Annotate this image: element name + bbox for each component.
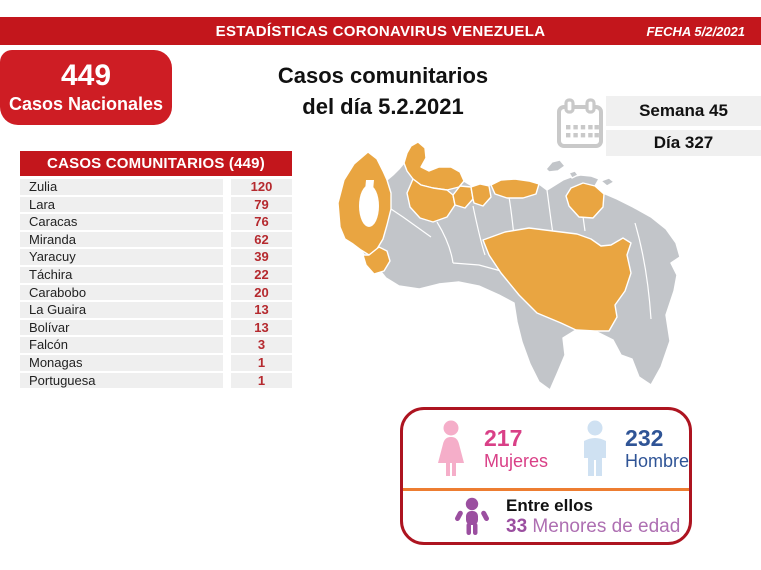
women-label: Mujeres	[484, 451, 549, 471]
state-name: Bolívar	[20, 319, 223, 336]
women-group: 217 Mujeres	[431, 420, 548, 478]
venezuela-map	[337, 141, 681, 391]
minors-label: Menores de edad	[532, 515, 681, 537]
table-row: Yaracuy 39	[20, 249, 292, 265]
page-title: Casos comunitarios del día 5.2.2021	[243, 60, 523, 122]
table-row: Miranda 62	[20, 231, 292, 248]
minors-intro: Entre ellos	[506, 495, 593, 515]
demographics-box: 217 Mujeres 232 Hombres	[400, 407, 692, 545]
state-value: 76	[231, 214, 292, 230]
day-box: Día 327	[606, 130, 761, 156]
banner-date: FECHA 5/2/2021	[646, 23, 745, 39]
map-state-monagas	[565, 182, 605, 219]
state-value: 13	[231, 319, 292, 336]
state-name: Caracas	[20, 214, 223, 230]
calendar-icon	[557, 98, 603, 148]
state-name: Táchira	[20, 266, 223, 283]
community-cases-table: CASOS COMUNITARIOS (449) Zulia 120 Lara 79…	[20, 151, 292, 390]
national-cases-value: 449	[60, 58, 112, 92]
map-state-lara	[406, 178, 456, 223]
state-value: 79	[231, 196, 292, 213]
state-value: 62	[231, 231, 292, 248]
table-row: Caracas 76	[20, 214, 292, 230]
state-name: La Guaira	[20, 302, 223, 318]
table-row: La Guaira 13	[20, 302, 292, 318]
map-island-margarita	[545, 159, 566, 173]
men-count: 232	[625, 425, 664, 451]
state-name: Monagas	[20, 354, 223, 371]
map-state-carabobo	[470, 183, 492, 207]
state-name: Lara	[20, 196, 223, 213]
map-island-small-1	[568, 170, 579, 179]
state-name: Carabobo	[20, 284, 223, 301]
women-text: 217 Mujeres	[484, 426, 548, 472]
table-row: Táchira 22	[20, 266, 292, 283]
map-state-tachira	[362, 246, 391, 275]
orange-divider	[403, 488, 689, 491]
banner-title: ESTADÍSTICAS CORONAVIRUS VENEZUELA	[215, 22, 546, 40]
state-value: 120	[231, 179, 292, 195]
table-row: Carabobo 20	[20, 284, 292, 301]
state-value: 39	[231, 249, 292, 265]
page-title-line1: Casos comunitarios	[277, 63, 489, 88]
map-island-small-2	[600, 177, 615, 187]
state-value: 20	[231, 284, 292, 301]
state-value: 1	[231, 354, 292, 371]
table-row: Portuguesa 1	[20, 372, 292, 389]
state-value: 3	[231, 337, 292, 353]
state-name: Portuguesa	[20, 372, 223, 389]
men-label: Hombres	[625, 451, 692, 471]
minors-text: Entre ellos 33 Menores de edad	[506, 496, 680, 538]
state-name: Zulia	[20, 179, 223, 195]
national-cases-badge: 449 Casos Nacionales	[0, 50, 172, 125]
national-cases-label: Casos Nacionales	[8, 93, 164, 114]
minors-line: 33 Menores de edad	[506, 516, 680, 538]
state-name: Falcón	[20, 337, 223, 353]
top-banner: ESTADÍSTICAS CORONAVIRUS VENEZUELA FECHA…	[0, 17, 761, 45]
women-count: 217	[484, 425, 523, 451]
map-state-bolivar	[482, 227, 632, 332]
state-value: 13	[231, 302, 292, 318]
table-row: Lara 79	[20, 196, 292, 213]
state-value: 1	[231, 372, 292, 389]
female-icon	[438, 420, 464, 476]
map-lake-maracaibo	[359, 185, 379, 227]
table-row: Zulia 120	[20, 179, 292, 195]
men-group: 232 Hombres	[578, 420, 692, 478]
minors-count: 33	[506, 515, 528, 537]
page-title-line2: del día 5.2.2021	[302, 94, 464, 119]
state-name: Yaracuy	[20, 249, 223, 265]
map-state-miranda-caracas	[490, 178, 540, 199]
week-box: Semana 45	[606, 96, 761, 126]
gender-section: 217 Mujeres 232 Hombres	[403, 410, 689, 488]
male-icon	[584, 420, 607, 476]
minors-section: Entre ellos 33 Menores de edad	[403, 491, 689, 542]
table-row: Falcón 3	[20, 337, 292, 353]
table-row: Monagas 1	[20, 354, 292, 371]
map-lake-channel	[365, 180, 374, 191]
table-row: Bolívar 13	[20, 319, 292, 336]
men-text: 232 Hombres	[625, 425, 692, 472]
child-icon	[455, 497, 489, 535]
state-value: 22	[231, 266, 292, 283]
table-header: CASOS COMUNITARIOS (449)	[20, 151, 292, 176]
state-name: Miranda	[20, 231, 223, 248]
